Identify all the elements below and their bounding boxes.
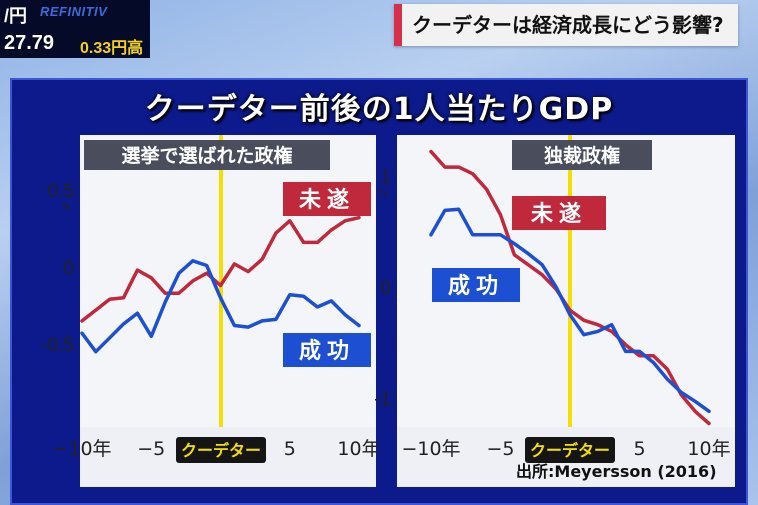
coup-label-box (176, 437, 266, 463)
currency-ticker: /円 REFINITIV 27.79 0.33円高 (0, 0, 150, 58)
chart-title: 独裁政権 (544, 144, 620, 167)
x-tick-label: 5 (633, 438, 645, 460)
x-tick-label: −5 (486, 438, 514, 460)
y-unit-label: % (61, 202, 71, 213)
x-tick-label: −5 (137, 438, 165, 460)
ticker-source-logo: REFINITIV (40, 4, 108, 19)
chart-title-box (512, 140, 652, 170)
legend-label-failed: 未遂 (531, 201, 587, 227)
legend-label-failed: 未遂 (299, 187, 355, 213)
y-unit-label: % (378, 188, 388, 199)
series-line-failed (429, 149, 711, 426)
x-tick-label: −10年 (401, 438, 460, 460)
y-tick-label: 0 (380, 278, 391, 299)
plot-area (80, 135, 376, 427)
y-tick-label: -0.5 (41, 335, 74, 356)
x-tick-label: 10年 (337, 438, 380, 460)
series-line-success (429, 207, 711, 414)
coup-label: クーデター (181, 441, 261, 460)
legend-label-success: 成功 (448, 274, 504, 299)
y-tick-label: 0.5 (48, 181, 74, 202)
x-tick-label: 10年 (687, 438, 730, 460)
legend-label-success: 成功 (299, 339, 355, 364)
ticker-currency: /円 (4, 6, 28, 26)
chart-panel-title: クーデター前後の1人当たりGDP (144, 92, 614, 127)
coup-label: クーデター (530, 441, 610, 460)
source-note: 出所:Meyersson (2016) (516, 462, 717, 481)
x-tick-label: −10年 (52, 438, 111, 460)
ticker-change: 0.33円高 (80, 40, 144, 57)
ticker-rate: 27.79 (4, 32, 55, 54)
legend-box-success (432, 268, 520, 302)
series-line-success (80, 259, 361, 354)
x-tick-label: 5 (284, 438, 296, 460)
legend-box-failed (283, 182, 371, 216)
headline-banner: クーデターは経済成長にどう影響? (394, 4, 738, 46)
coup-label-box (525, 437, 615, 463)
series-line-failed (80, 215, 361, 323)
chart-title: 選挙で選ばれた政権 (121, 144, 292, 167)
y-tick-label: 1 (380, 167, 391, 188)
legend-box-success (283, 333, 371, 367)
y-tick-label: 0 (63, 258, 74, 279)
chart-title-box (84, 140, 330, 170)
legend-box-failed (512, 196, 606, 230)
y-tick-label: -1 (374, 389, 391, 410)
